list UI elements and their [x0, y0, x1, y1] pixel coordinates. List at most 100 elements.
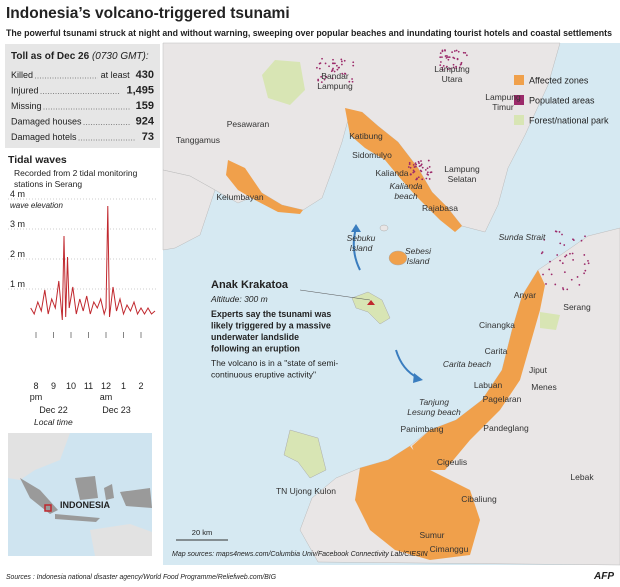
x-tick-label: 12 — [101, 381, 111, 391]
krakatoa-note-line: underwater landslide — [211, 332, 299, 342]
toll-heading: Toll as of Dec 26 (0730 GMT): — [11, 51, 149, 62]
sebuku-island — [379, 224, 389, 232]
place-label: Cigeulis — [437, 457, 467, 467]
populated-dot — [351, 78, 353, 80]
populated-dot — [447, 68, 449, 71]
populated-dot — [335, 64, 338, 67]
populated-dot — [571, 252, 574, 255]
populated-dot — [343, 72, 346, 75]
place-label: Lesung beach — [407, 407, 461, 417]
populated-dot — [458, 66, 461, 69]
krakatoa-name: Anak Krakatoa — [211, 279, 289, 291]
place-label: Pandeglang — [483, 423, 529, 433]
place-label: Selatan — [448, 174, 477, 184]
populated-dot — [428, 165, 431, 168]
legend-swatch — [514, 75, 524, 85]
krakatoa-altitude: Altitude: 300 m — [210, 294, 268, 304]
populated-dot — [566, 288, 569, 291]
populated-dot — [580, 239, 583, 242]
place-label: Lampung — [444, 164, 480, 174]
place-label: Cibaliung — [461, 494, 497, 504]
place-label: Pagelaran — [483, 394, 522, 404]
populated-dot — [565, 254, 568, 257]
legend-label: Populated areas — [529, 96, 595, 106]
place-label: Serang — [563, 302, 591, 312]
x-tick-label: 10 — [66, 381, 76, 391]
place-label: Timur — [492, 102, 514, 112]
krakatoa-note-line: following an eruption — [211, 344, 300, 354]
populated-dot — [448, 56, 451, 59]
arrow-head — [351, 224, 361, 232]
populated-dot — [555, 230, 558, 233]
populated-dot — [587, 262, 590, 265]
populated-dot — [441, 50, 444, 53]
place-label: Pesawaran — [227, 119, 270, 129]
populated-dot — [415, 178, 418, 181]
populated-dot — [328, 65, 330, 68]
credit: AFP — [593, 571, 614, 582]
toll-box — [5, 44, 160, 148]
chart-title: Tidal waves — [8, 154, 67, 166]
place-label: Carita — [485, 346, 508, 356]
place-label: Tanjung — [419, 397, 449, 407]
place-label: Cinangka — [479, 320, 515, 330]
krakatoa-status-line: continuous eruptive activity" — [211, 370, 316, 380]
footer-sources: Sources : Indonesia national disaster ag… — [6, 574, 277, 581]
populated-dot — [449, 67, 452, 70]
tide-chart: Tidal waves Recorded from 2 tidal monitor… — [8, 154, 158, 427]
populated-dot — [583, 254, 586, 256]
sebesi-island — [388, 250, 408, 266]
affected-zone — [345, 108, 462, 232]
populated-dot — [414, 165, 417, 168]
toll-value: 924 — [136, 116, 155, 128]
populated-dot — [584, 269, 587, 272]
place-label: Kelumbayan — [216, 192, 264, 202]
populated-dot — [430, 171, 433, 174]
populated-dot — [412, 169, 415, 172]
populated-dots — [316, 49, 590, 291]
populated-dot — [415, 163, 418, 166]
toll-value: 1,495 — [126, 85, 154, 97]
populated-dot — [439, 64, 442, 67]
leader-line — [299, 289, 371, 301]
place-label: Panimbang — [400, 424, 443, 434]
populated-dot — [427, 159, 430, 162]
populated-dot — [445, 65, 448, 68]
inset-indonesia — [75, 476, 152, 508]
place-label: Utara — [442, 74, 463, 84]
populated-dot — [412, 163, 415, 166]
populated-dot — [456, 58, 459, 61]
affected-zone — [226, 160, 303, 214]
populated-dot — [421, 178, 424, 181]
populated-dot — [563, 244, 566, 246]
populated-dot — [561, 233, 563, 236]
populated-dot — [540, 252, 543, 255]
populated-dot — [427, 173, 430, 176]
place-label: Labuan — [474, 380, 503, 390]
inset-locator — [44, 504, 52, 512]
place-label: Menes — [531, 382, 557, 392]
populated-dot — [317, 79, 320, 82]
populated-dot — [462, 51, 465, 54]
populated-dot — [460, 61, 463, 64]
populated-dot — [559, 242, 562, 245]
populated-dot — [417, 160, 420, 163]
populated-dot — [409, 166, 412, 169]
populated-dot — [331, 68, 334, 71]
populated-dot — [424, 168, 427, 171]
populated-dot — [548, 268, 551, 271]
populated-dot — [457, 50, 460, 53]
populated-dot — [351, 80, 354, 83]
toll-heading-time: (0730 GMT): — [92, 51, 149, 62]
populated-dot — [352, 64, 355, 67]
place-label: Island — [350, 243, 373, 253]
place-label: Carita beach — [443, 359, 491, 369]
place-label: Island — [407, 256, 430, 266]
populated-dot — [587, 259, 589, 262]
map-sources: Map sources: maps4news.com/Columbia Univ… — [172, 551, 429, 558]
populated-dot — [444, 49, 446, 51]
legend: Affected zones Populated areas Forest/nati… — [514, 75, 609, 126]
populated-dot — [576, 276, 579, 278]
x-tick-label: 11 — [84, 381, 93, 391]
krakatoa-note-line: likely triggered by a massive — [211, 321, 331, 331]
